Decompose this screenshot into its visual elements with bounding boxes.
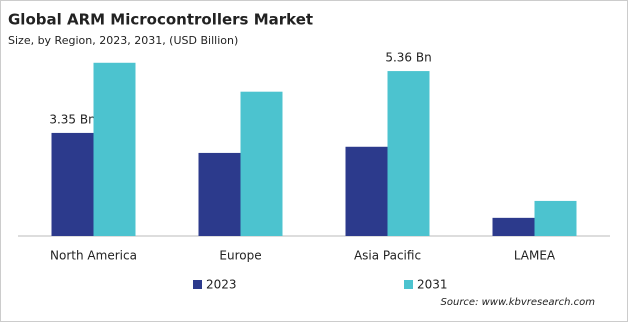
- value-label: 3.35 Bn: [49, 112, 95, 126]
- legend-swatch: [193, 280, 202, 289]
- value-label: 5.36 Bn: [385, 51, 431, 65]
- bar: [492, 217, 535, 236]
- chart-subtitle: Size, by Region, 2023, 2031, (USD Billio…: [8, 34, 238, 47]
- bar: [240, 91, 283, 236]
- legend-label: 2031: [417, 278, 448, 292]
- source: Source: www.kbvresearch.com: [441, 297, 596, 308]
- x-tick-label: Asia Pacific: [354, 249, 421, 263]
- bar: [93, 62, 136, 237]
- chart-title: Global ARM Microcontrollers Market: [8, 11, 313, 29]
- x-tick-label: North America: [50, 249, 137, 263]
- bar: [51, 132, 94, 236]
- legend-label: 2023: [206, 278, 237, 292]
- bar: [198, 152, 241, 236]
- x-tick-label: LAMEA: [514, 249, 556, 263]
- bar: [387, 71, 430, 236]
- x-tick-label: Europe: [219, 249, 261, 263]
- legend-swatch: [404, 280, 413, 289]
- bar: [534, 200, 577, 236]
- bar: [345, 146, 388, 236]
